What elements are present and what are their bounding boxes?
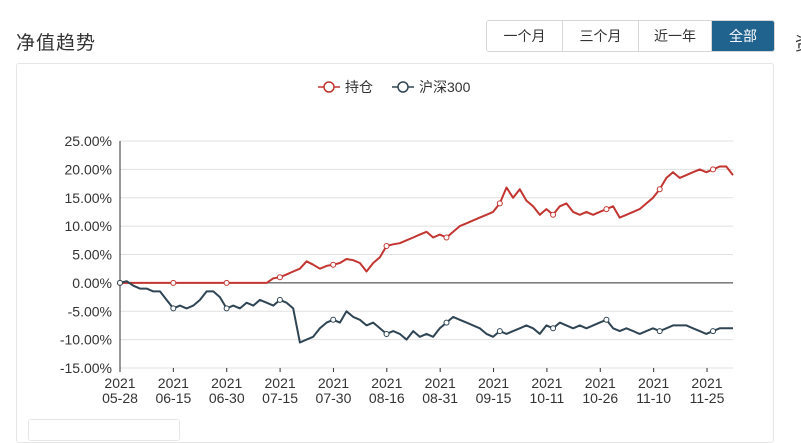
y-tick-label: 0.00% [72, 275, 112, 291]
y-tick-label: 25.00% [65, 133, 112, 149]
x-tick-label-date: 11-10 [636, 390, 671, 406]
data-point-marker[interactable] [383, 330, 390, 337]
range-tabs: 一个月 三个月 近一年 全部 [486, 20, 775, 52]
x-tick-label-date: 08-31 [422, 390, 458, 406]
data-point-marker[interactable] [710, 328, 717, 335]
x-tick-label-year: 2021 [318, 375, 349, 391]
data-point-marker[interactable] [330, 316, 337, 323]
x-tick-label-year: 2021 [425, 375, 456, 391]
page-title: 净值趋势 [16, 33, 97, 54]
data-point-marker[interactable] [223, 279, 230, 286]
tab-last-year[interactable]: 近一年 [639, 21, 712, 51]
data-point-marker[interactable] [117, 279, 123, 286]
legend-symbol-csi300 [397, 81, 409, 93]
x-tick-label-year: 2021 [265, 375, 296, 391]
legend-label-csi300: 沪深300 [419, 79, 471, 95]
x-tick-label-year: 2021 [211, 375, 242, 391]
x-tick-label-year: 2021 [478, 375, 509, 391]
y-tick-label: 10.00% [65, 218, 112, 234]
y-tick-label: -15.00% [60, 360, 112, 376]
y-tick-label: 5.00% [72, 247, 112, 263]
data-point-marker[interactable] [383, 242, 390, 249]
data-point-marker[interactable] [496, 328, 503, 335]
x-tick-label-date: 07-30 [316, 390, 352, 406]
data-point-marker[interactable] [443, 234, 450, 241]
data-point-marker[interactable] [710, 166, 717, 173]
x-tick-label-year: 2021 [638, 375, 669, 391]
x-axis: 202105-28202106-15202106-30202107-152021… [102, 368, 725, 406]
x-tick-label-date: 06-30 [209, 390, 245, 406]
tab-one-month[interactable]: 一个月 [487, 21, 563, 51]
y-axis-labels: 25.00% 20.00% 15.00% 10.00% 5.00% 0.00% -5.00%… [60, 133, 121, 376]
data-point-marker[interactable] [550, 211, 557, 218]
x-tick-label-date: 10-11 [530, 390, 565, 406]
chart-card [16, 63, 774, 443]
data-point-marker[interactable] [170, 305, 177, 312]
y-tick-label: -10.00% [60, 332, 112, 348]
data-point-marker[interactable] [223, 305, 230, 312]
clipped-next-section-title: 资 [795, 30, 801, 56]
y-tick-label: 15.00% [65, 190, 112, 206]
tab-three-months[interactable]: 三个月 [563, 21, 639, 51]
data-point-marker[interactable] [276, 296, 283, 303]
tab-all[interactable]: 全部 [712, 21, 774, 51]
nav-trend-chart: 持仓 沪深300 25.00% 20.00% 15.00% 10.00% 5.00% 0.… [60, 79, 734, 406]
x-tick-label-date: 07-15 [262, 390, 298, 406]
data-point-marker[interactable] [656, 186, 663, 193]
legend-item-csi300[interactable]: 沪深300 [392, 79, 471, 95]
data-point-marker[interactable] [443, 319, 450, 326]
data-point-marker[interactable] [496, 200, 503, 207]
y-tick-label: 20.00% [65, 161, 112, 177]
data-point-marker[interactable] [170, 279, 177, 286]
y-gridlines [120, 140, 733, 369]
x-tick-label-date: 05-28 [102, 390, 138, 406]
x-tick-label-date: 10-26 [582, 390, 618, 406]
data-point-marker[interactable] [276, 274, 283, 281]
series-line-holding [120, 165, 734, 284]
x-tick-label-year: 2021 [158, 375, 189, 391]
data-point-marker[interactable] [550, 325, 557, 332]
x-tick-label-year: 2021 [585, 375, 616, 391]
legend-item-holding[interactable]: 持仓 [318, 79, 373, 95]
x-tick-label-year: 2021 [531, 375, 562, 391]
x-tick-label-date: 08-16 [369, 390, 405, 406]
x-tick-label-date: 09-15 [476, 390, 512, 406]
data-point-marker[interactable] [656, 328, 663, 335]
legend-label-holding: 持仓 [345, 79, 373, 95]
series-lines [117, 165, 734, 344]
x-tick-label-date: 11-25 [690, 390, 725, 406]
x-tick-label-year: 2021 [371, 375, 402, 391]
chart-legend: 持仓 沪深300 [318, 79, 471, 95]
data-point-marker[interactable] [603, 316, 610, 323]
series-line-csi300 [119, 280, 733, 344]
data-point-marker[interactable] [330, 261, 337, 268]
x-tick-label-year: 2021 [691, 375, 722, 391]
x-tick-label-date: 06-15 [155, 390, 191, 406]
y-tick-label: -5.00% [68, 303, 112, 319]
data-point-marker[interactable] [603, 206, 610, 213]
x-tick-label-year: 2021 [104, 375, 135, 391]
legend-symbol-holding [323, 81, 335, 93]
